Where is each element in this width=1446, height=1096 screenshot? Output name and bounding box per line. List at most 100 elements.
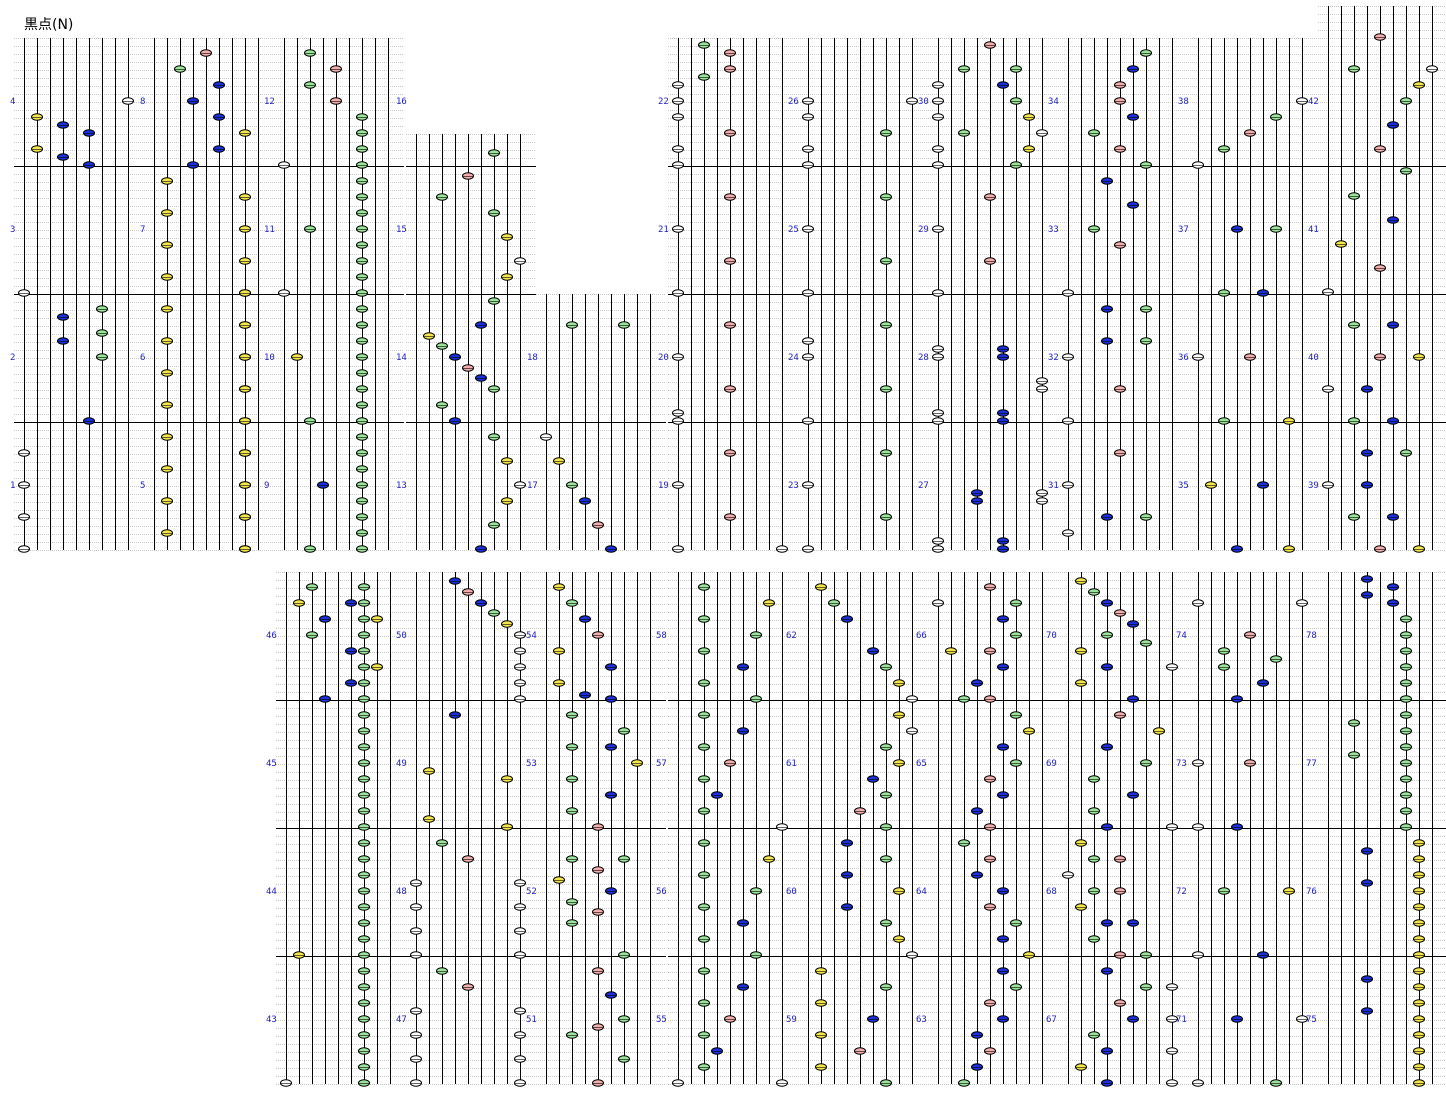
note: [1322, 385, 1334, 393]
note: [1088, 1031, 1100, 1039]
note: [1062, 529, 1074, 537]
note: [1335, 240, 1347, 248]
note: [1127, 919, 1139, 927]
note: [436, 342, 448, 350]
note: [213, 113, 225, 121]
note: [618, 1055, 630, 1063]
note: [356, 529, 368, 537]
note: [410, 1079, 422, 1087]
note: [605, 887, 617, 895]
note: [1348, 417, 1360, 425]
note: [1166, 983, 1178, 991]
note: [358, 983, 370, 991]
note: [698, 1063, 710, 1071]
note: [1413, 935, 1425, 943]
note: [1387, 417, 1399, 425]
note: [356, 289, 368, 297]
note: [605, 991, 617, 999]
note: [345, 679, 357, 687]
note: [501, 775, 513, 783]
note: [410, 1055, 422, 1063]
note: [971, 679, 983, 687]
note: [737, 919, 749, 927]
note: [672, 1079, 684, 1087]
note: [96, 353, 108, 361]
measure-number: 31: [1048, 481, 1059, 491]
note: [1140, 759, 1152, 767]
note: [997, 537, 1009, 545]
note: [932, 545, 944, 553]
note: [356, 401, 368, 409]
note: [278, 161, 290, 169]
note: [984, 823, 996, 831]
note: [592, 1079, 604, 1087]
note: [410, 1007, 422, 1015]
note: [1192, 951, 1204, 959]
note: [1413, 951, 1425, 959]
note: [1400, 647, 1412, 655]
measure-number: 6: [140, 353, 145, 363]
note: [932, 97, 944, 105]
note: [1296, 599, 1308, 607]
note: [356, 129, 368, 137]
note: [293, 599, 305, 607]
note: [867, 647, 879, 655]
note: [672, 481, 684, 489]
note: [802, 353, 814, 361]
note: [356, 385, 368, 393]
note: [1101, 305, 1113, 313]
measure-number: 49: [396, 759, 407, 769]
note: [161, 401, 173, 409]
note: [880, 513, 892, 521]
note: [1400, 791, 1412, 799]
note: [1010, 983, 1022, 991]
note: [358, 855, 370, 863]
note: [997, 417, 1009, 425]
note: [239, 481, 251, 489]
measure-number: 72: [1176, 887, 1187, 897]
note: [514, 951, 526, 959]
note: [997, 935, 1009, 943]
note: [1023, 951, 1035, 959]
note: [1036, 129, 1048, 137]
note: [462, 172, 474, 180]
note: [356, 321, 368, 329]
note: [1361, 385, 1373, 393]
note: [698, 647, 710, 655]
note: [579, 615, 591, 623]
note: [31, 113, 43, 121]
note: [618, 727, 630, 735]
note: [1010, 97, 1022, 105]
note: [1088, 807, 1100, 815]
note: [488, 149, 500, 157]
note: [161, 209, 173, 217]
measure-number: 58: [656, 631, 667, 641]
note: [958, 1079, 970, 1087]
note: [358, 967, 370, 975]
measure-number: 60: [786, 887, 797, 897]
note: [462, 983, 474, 991]
note: [672, 409, 684, 417]
note: [605, 663, 617, 671]
note: [553, 583, 565, 591]
note: [867, 1015, 879, 1023]
note: [410, 903, 422, 911]
note: [984, 695, 996, 703]
note: [698, 679, 710, 687]
note: [1127, 113, 1139, 121]
note: [1218, 289, 1230, 297]
note: [1036, 497, 1048, 505]
note: [932, 345, 944, 353]
note: [841, 839, 853, 847]
note: [932, 537, 944, 545]
note: [1270, 655, 1282, 663]
note: [618, 321, 630, 329]
note: [1348, 65, 1360, 73]
note: [932, 145, 944, 153]
note: [1127, 201, 1139, 209]
note: [1244, 759, 1256, 767]
note: [514, 1031, 526, 1039]
note: [932, 353, 944, 361]
note: [631, 759, 643, 767]
measure-number: 55: [656, 1015, 667, 1025]
